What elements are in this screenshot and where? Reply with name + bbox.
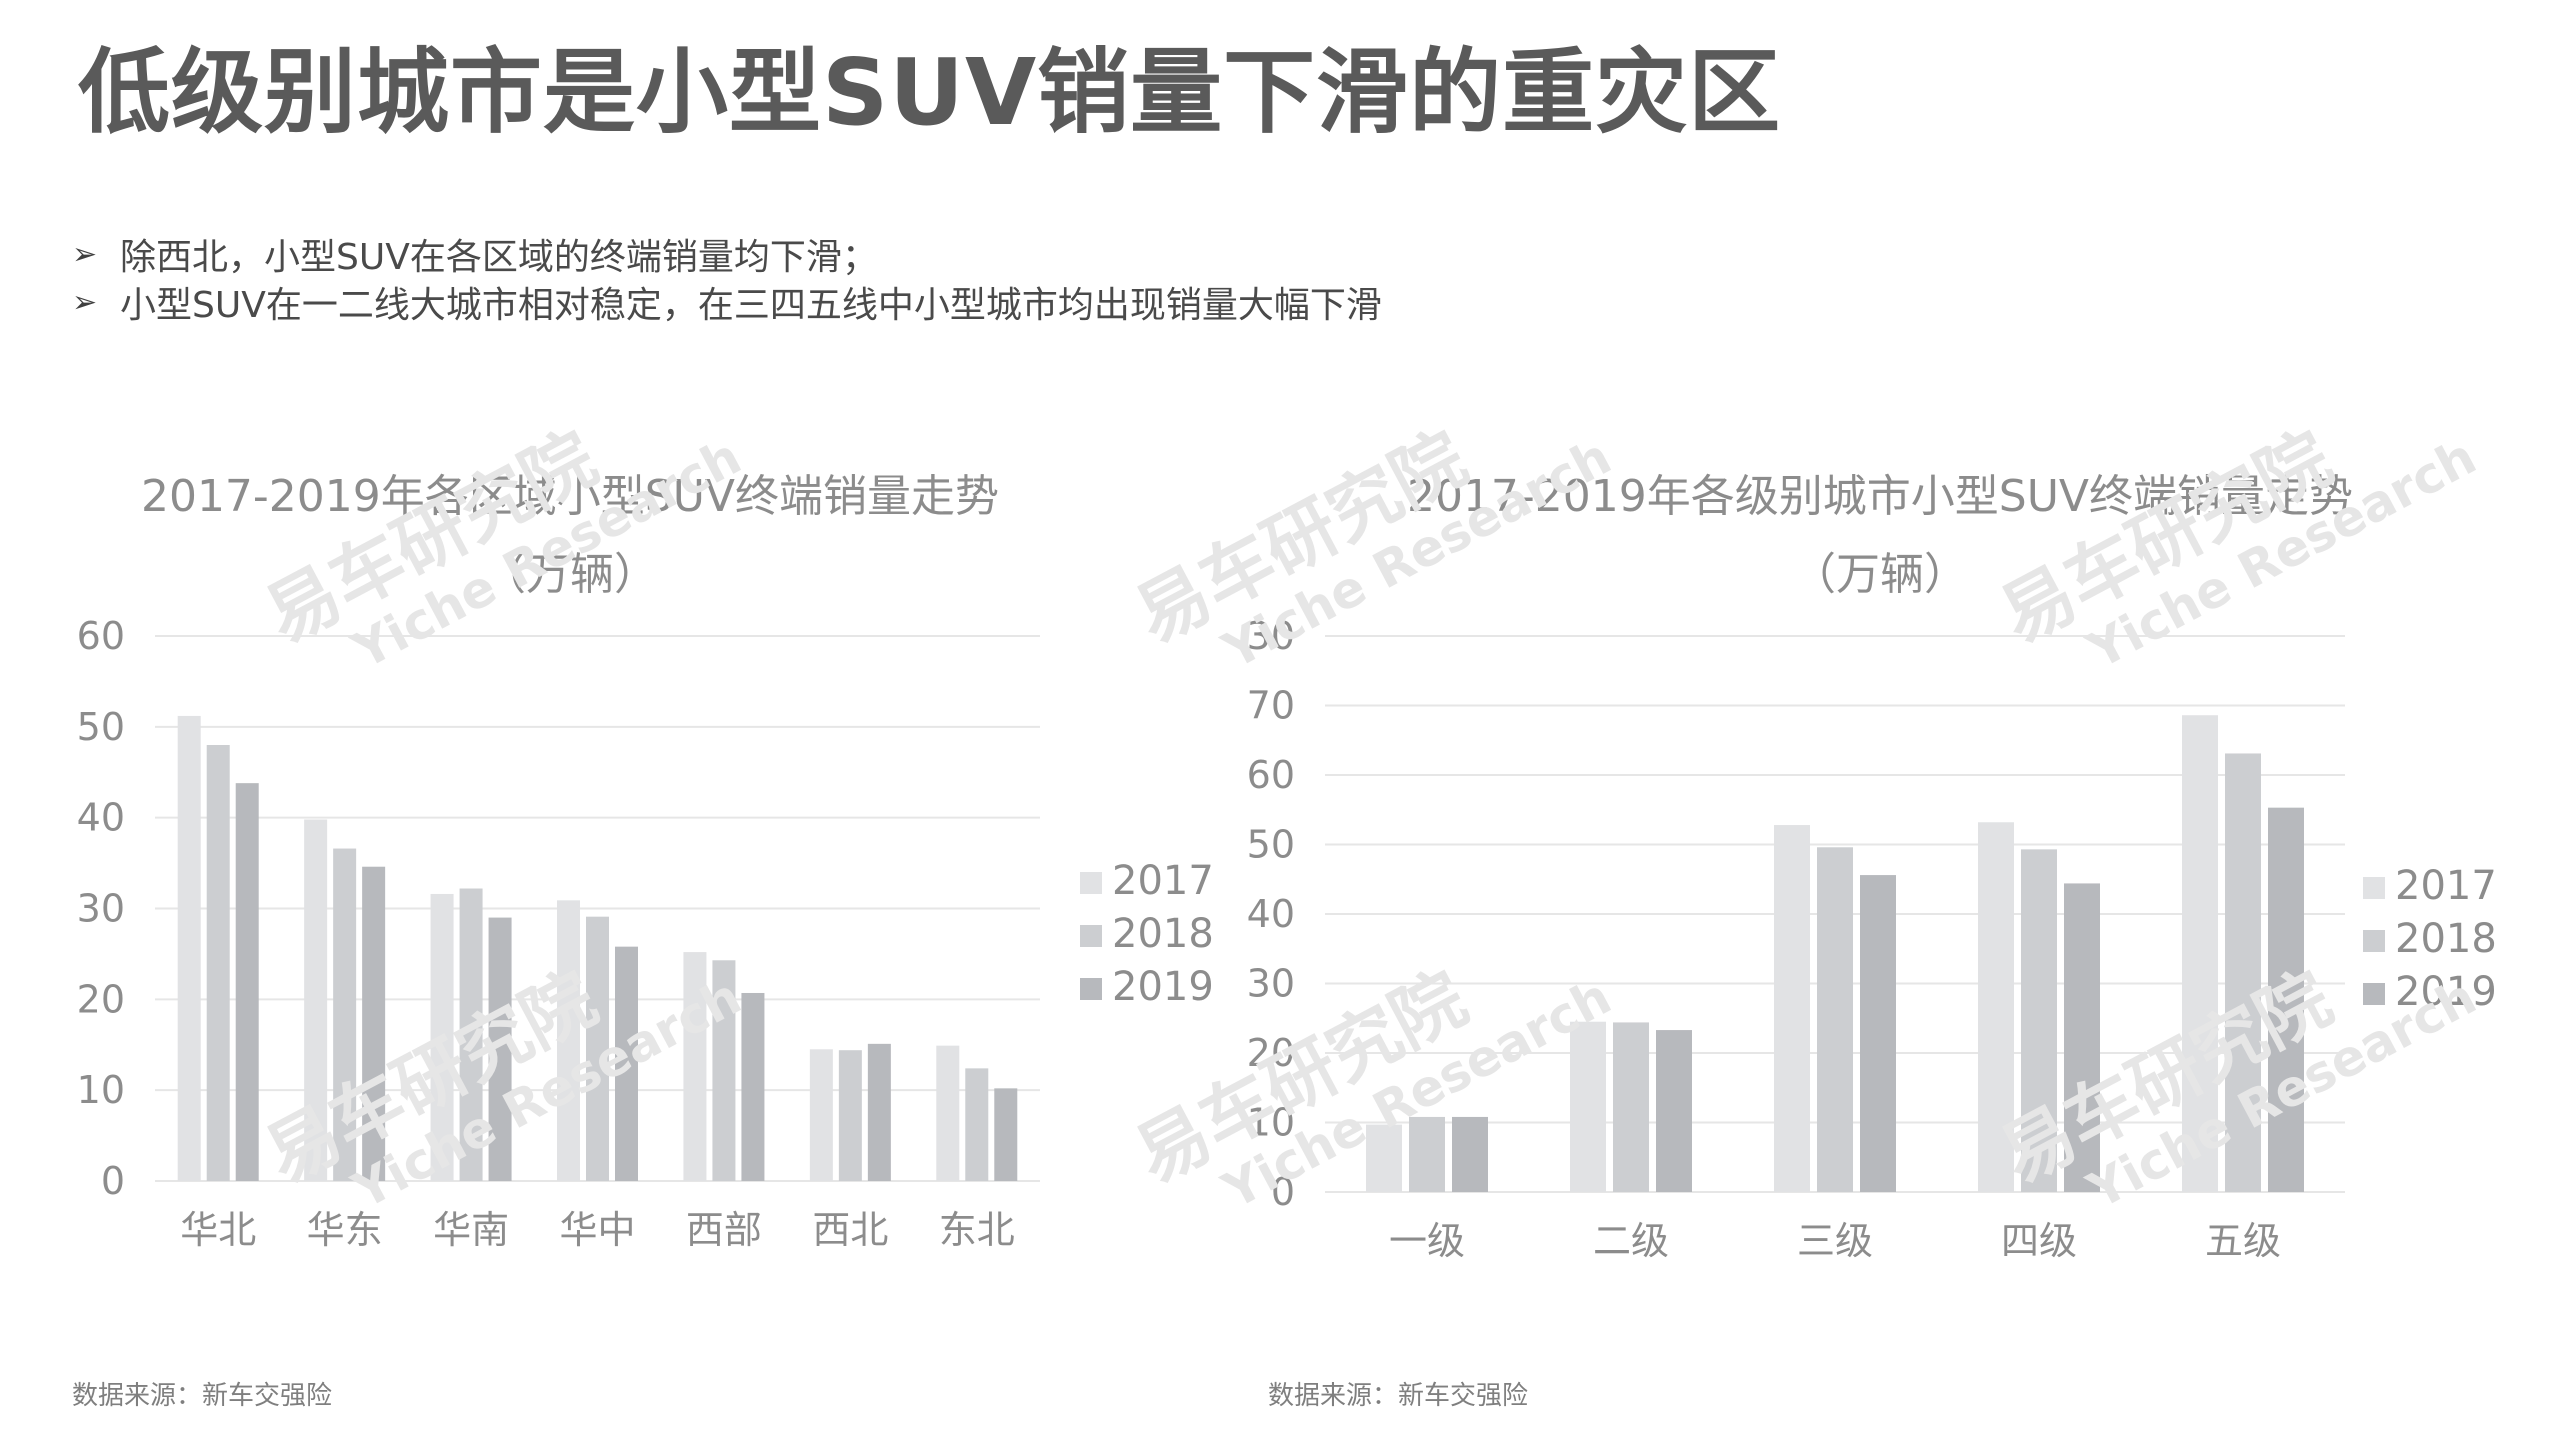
bullet-text: 小型SUV在一二线大城市相对稳定，在三四五线中小型城市均出现销量大幅下滑 [120, 285, 1382, 326]
bar-2019 [615, 946, 638, 1181]
arrow-bullet-icon: ➢ [72, 284, 98, 320]
bar-2019 [488, 917, 512, 1181]
legend-swatch [2363, 983, 2385, 1005]
y-tick-label: 10 [1247, 1101, 1295, 1145]
legend-label: 2018 [1112, 911, 1214, 957]
bar-2017 [1366, 1124, 1402, 1192]
y-tick-label: 20 [77, 977, 125, 1021]
x-tick-label: 华北 [180, 1208, 256, 1252]
bar-2019 [1860, 875, 1896, 1192]
y-tick-label: 30 [1247, 614, 1295, 658]
chart-subtitle: （万辆） [1792, 549, 1968, 600]
legend-label: 2017 [2395, 863, 2497, 909]
bar-2018 [333, 848, 357, 1181]
bar-2017 [1570, 1021, 1606, 1192]
y-tick-label: 0 [1271, 1170, 1295, 1214]
chart-title-block: 2017-2019年各级别城市小型SUV终端销量走势 （万辆） [1300, 458, 2460, 614]
y-tick-label: 0 [101, 1159, 125, 1203]
page-title: 低级别城市是小型SUV销量下滑的重灾区 [78, 39, 1782, 146]
chart-title: 2017-2019年各级别城市小型SUV终端销量走势 [1406, 471, 2354, 522]
bar-2018 [459, 888, 483, 1181]
legend-swatch [2363, 877, 2385, 899]
bar-2017 [1978, 822, 2014, 1192]
bullet-item: ➢ 除西北，小型SUV在各区域的终端销量均下滑； [72, 230, 1382, 279]
bar-2019 [741, 992, 765, 1181]
x-tick-label: 四级 [2001, 1219, 2077, 1263]
bar-2017 [430, 893, 454, 1181]
bar-2018 [1817, 847, 1853, 1192]
bar-2017 [936, 1045, 960, 1181]
x-tick-label: 西部 [686, 1208, 762, 1252]
legend-swatch [1080, 925, 1102, 947]
y-tick-label: 40 [1247, 892, 1295, 936]
legend-label: 2017 [1112, 858, 1214, 904]
legend-label: 2019 [2395, 969, 2497, 1015]
bar-2018 [838, 1050, 862, 1181]
bar-2018 [965, 1068, 989, 1181]
bar-2017 [683, 952, 707, 1181]
legend-label: 2019 [1112, 964, 1214, 1010]
chart-svg: 0 10 20 30 40 50 60 70 30 一级 二级 三级 四级 五级 2017 2018 2019 [1247, 614, 2497, 1263]
arrow-bullet-icon: ➢ [72, 236, 98, 272]
legend-swatch [2363, 930, 2385, 952]
data-source-left: 数据来源：新车交强险 [72, 1381, 333, 1411]
region-sales-chart: 2017-2019年各区域小型SUV终端销量走势 （万辆） 0 10 20 30 40 5… [40, 440, 1220, 1300]
bar-2018 [1613, 1022, 1649, 1192]
x-tick-label: 东北 [939, 1208, 1015, 1252]
y-tick-label: 30 [1247, 962, 1295, 1006]
chart-svg: 0 10 20 30 40 50 60 华北 华东 华南 华中 西部 西北 东北 2017 2018 2019 [77, 614, 1214, 1252]
bar-2018 [712, 960, 736, 1181]
legend-swatch [1080, 978, 1102, 1000]
bar-2019 [235, 783, 259, 1181]
bar-2017 [809, 1049, 833, 1181]
bar-2018 [206, 745, 230, 1181]
y-tick-label: 30 [77, 887, 125, 931]
bar-2017 [557, 900, 580, 1181]
bar-2019 [994, 1088, 1018, 1181]
bullet-text: 除西北，小型SUV在各区域的终端销量均下滑； [120, 237, 878, 278]
bar-2019 [867, 1043, 891, 1181]
x-tick-label: 二级 [1593, 1219, 1669, 1263]
x-tick-label: 华东 [307, 1208, 383, 1252]
x-tick-label: 西北 [812, 1208, 888, 1252]
bar-2017 [2182, 715, 2218, 1192]
city-tier-sales-chart: 2017-2019年各级别城市小型SUV终端销量走势 （万辆） 0 10 20 30 4… [1240, 440, 2540, 1300]
data-source-right: 数据来源：新车交强险 [1268, 1381, 1529, 1411]
y-tick-label: 60 [77, 614, 125, 658]
y-tick-label: 50 [1247, 823, 1295, 867]
bar-2017 [1774, 825, 1810, 1192]
legend-swatch [1080, 872, 1102, 894]
chart-title-block: 2017-2019年各区域小型SUV终端销量走势 （万辆） [120, 458, 1020, 614]
x-tick-label: 华南 [433, 1208, 509, 1252]
bullet-list: ➢ 除西北，小型SUV在各区域的终端销量均下滑； ➢ 小型SUV在一二线大城市相… [72, 230, 1382, 327]
bar-2018 [2021, 849, 2057, 1192]
bar-2019 [2064, 883, 2100, 1192]
bar-2019 [1452, 1116, 1488, 1192]
bar-2018 [586, 916, 609, 1181]
bar-2019 [1656, 1030, 1692, 1192]
chart-subtitle: （万辆） [482, 549, 658, 600]
x-tick-label: 华中 [559, 1208, 635, 1252]
bar-2017 [304, 819, 328, 1181]
bar-2018 [2225, 753, 2261, 1192]
y-tick-label: 20 [1247, 1031, 1295, 1075]
y-tick-label: 50 [77, 705, 125, 749]
x-tick-label: 五级 [2205, 1219, 2281, 1263]
bar-2019 [362, 866, 386, 1181]
y-tick-label: 40 [77, 796, 125, 840]
x-tick-label: 三级 [1797, 1219, 1873, 1263]
y-tick-label: 60 [1247, 753, 1295, 797]
bar-2017 [177, 715, 201, 1181]
chart-title: 2017-2019年各区域小型SUV终端销量走势 [140, 471, 1000, 522]
y-tick-label: 70 [1247, 684, 1295, 728]
bar-2018 [1409, 1116, 1445, 1192]
x-tick-label: 一级 [1389, 1219, 1465, 1263]
bullet-item: ➢ 小型SUV在一二线大城市相对稳定，在三四五线中小型城市均出现销量大幅下滑 [72, 278, 1382, 327]
y-tick-label: 10 [77, 1068, 125, 1112]
legend-label: 2018 [2395, 916, 2497, 962]
bar-2019 [2268, 807, 2304, 1192]
